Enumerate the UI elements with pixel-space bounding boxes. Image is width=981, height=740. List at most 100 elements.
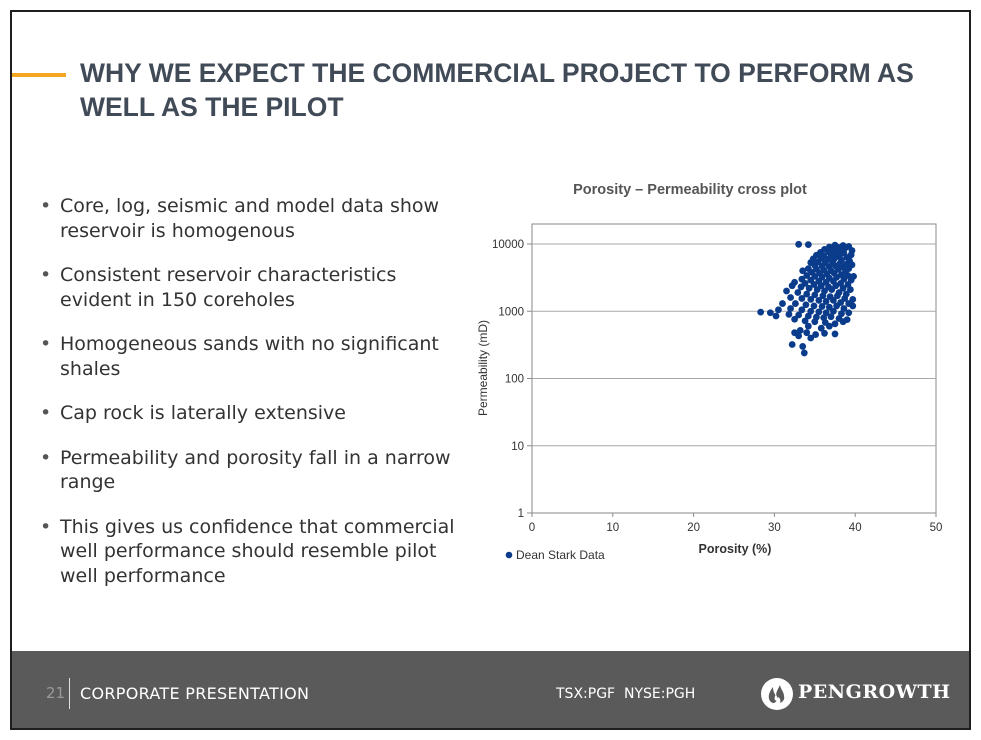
- data-point: [799, 343, 807, 350]
- x-tick-label: 30: [768, 522, 781, 534]
- data-point: [804, 312, 812, 320]
- data-point: [757, 308, 765, 316]
- y-tick-label: 10: [511, 441, 524, 453]
- data-point: [811, 291, 819, 299]
- data-point: [817, 324, 825, 332]
- x-tick-label: 50: [930, 522, 943, 534]
- data-point: [795, 311, 803, 319]
- data-point: [775, 306, 782, 314]
- data-point: [796, 326, 804, 334]
- slide: WHY WE EXPECT THE COMMERCIAL PROJECT TO …: [10, 10, 971, 730]
- data-point: [791, 315, 798, 323]
- y-tick-label: 10000: [492, 239, 524, 251]
- bullet-item: Core, log, seismic and model data show r…: [40, 194, 460, 243]
- x-tick-label: 10: [606, 522, 619, 534]
- footer-divider: [69, 678, 70, 709]
- bullet-item: Consistent reservoir characteristics evi…: [40, 263, 460, 312]
- data-point: [804, 241, 812, 248]
- data-point: [795, 240, 803, 248]
- data-point: [788, 341, 796, 348]
- data-point: [797, 283, 805, 291]
- y-tick-label: 1000: [498, 306, 524, 318]
- data-point: [805, 284, 813, 292]
- bullet-list: Core, log, seismic and model data show r…: [40, 194, 460, 608]
- bullet-item: Homogeneous sands with no significant sh…: [40, 332, 460, 381]
- data-point: [849, 302, 857, 310]
- legend-marker: [505, 551, 513, 559]
- data-point: [840, 305, 848, 312]
- bullet-item: Permeability and porosity fall in a narr…: [40, 446, 460, 495]
- data-point: [831, 330, 839, 338]
- data-point: [842, 244, 849, 252]
- data-point: [799, 267, 807, 275]
- data-point: [794, 289, 802, 296]
- x-axis-label: Porosity (%): [699, 542, 772, 556]
- data-point: [821, 329, 828, 337]
- data-point: [810, 302, 818, 310]
- plot-area: [531, 223, 937, 514]
- data-point: [803, 329, 811, 337]
- data-point: [798, 295, 806, 302]
- data-point: [807, 334, 815, 342]
- ticker-symbols: TSX:PGF NYSE:PGH: [556, 686, 696, 702]
- data-point: [812, 331, 820, 338]
- bullet-item: This gives us confidence that commercial…: [40, 515, 460, 589]
- data-point: [779, 300, 786, 307]
- data-point: [822, 298, 830, 305]
- y-tick-label: 100: [505, 374, 524, 386]
- data-point: [800, 349, 808, 357]
- data-point: [834, 292, 841, 300]
- footer-label: CORPORATE PRESENTATION: [80, 684, 310, 703]
- data-point: [788, 282, 796, 290]
- bullet-item: Cap rock is laterally extensive: [40, 401, 460, 426]
- slide-title: WHY WE EXPECT THE COMMERCIAL PROJECT TO …: [80, 58, 914, 122]
- data-point: [785, 310, 793, 318]
- data-point: [829, 307, 837, 315]
- data-point: [802, 301, 810, 309]
- data-point: [813, 286, 821, 293]
- y-axis-label: Permeability (mD): [476, 320, 490, 416]
- data-point: [766, 309, 774, 317]
- x-tick-label: 0: [529, 522, 535, 534]
- legend-label: Dean Stark Data: [516, 548, 605, 562]
- data-point: [831, 320, 839, 328]
- data-point: [795, 332, 803, 340]
- data-point: [803, 290, 811, 298]
- data-point: [810, 281, 818, 288]
- data-point: [783, 287, 790, 295]
- data-point: [827, 313, 835, 321]
- data-point: [798, 306, 806, 314]
- y-tick-label: 1: [518, 508, 524, 520]
- data-point: [772, 312, 780, 320]
- page-number: 21: [46, 684, 66, 702]
- data-point: [787, 305, 794, 312]
- title-accent-bar: [12, 73, 66, 77]
- data-point: [811, 318, 819, 326]
- data-point: [807, 296, 815, 303]
- data-point: [804, 322, 812, 330]
- data-point: [849, 296, 857, 303]
- data-point: [801, 317, 809, 325]
- data-point: [839, 284, 847, 292]
- data-point: [828, 286, 836, 293]
- data-point: [845, 309, 853, 317]
- data-point: [846, 286, 854, 293]
- data-point: [803, 272, 811, 279]
- chart-title: Porosity – Permeability cross plot: [573, 182, 807, 198]
- data-point: [787, 294, 794, 301]
- data-point: [792, 300, 799, 307]
- data-point: [825, 322, 833, 330]
- x-tick-label: 40: [849, 522, 862, 534]
- data-point: [833, 302, 841, 310]
- data-point: [829, 296, 837, 304]
- data-point: [819, 292, 827, 300]
- x-tick-label: 20: [687, 522, 700, 534]
- data-point: [818, 303, 826, 310]
- footer-bar: [12, 651, 969, 728]
- data-point: [815, 296, 823, 304]
- company-logo-text: PENGROWTH: [798, 681, 951, 703]
- data-point: [839, 318, 847, 326]
- cross-plot-chart: Porosity – Permeability cross plot 1 10 10…: [476, 182, 943, 562]
- data-point: [844, 281, 852, 288]
- pengrowth-flame-icon: [761, 678, 793, 710]
